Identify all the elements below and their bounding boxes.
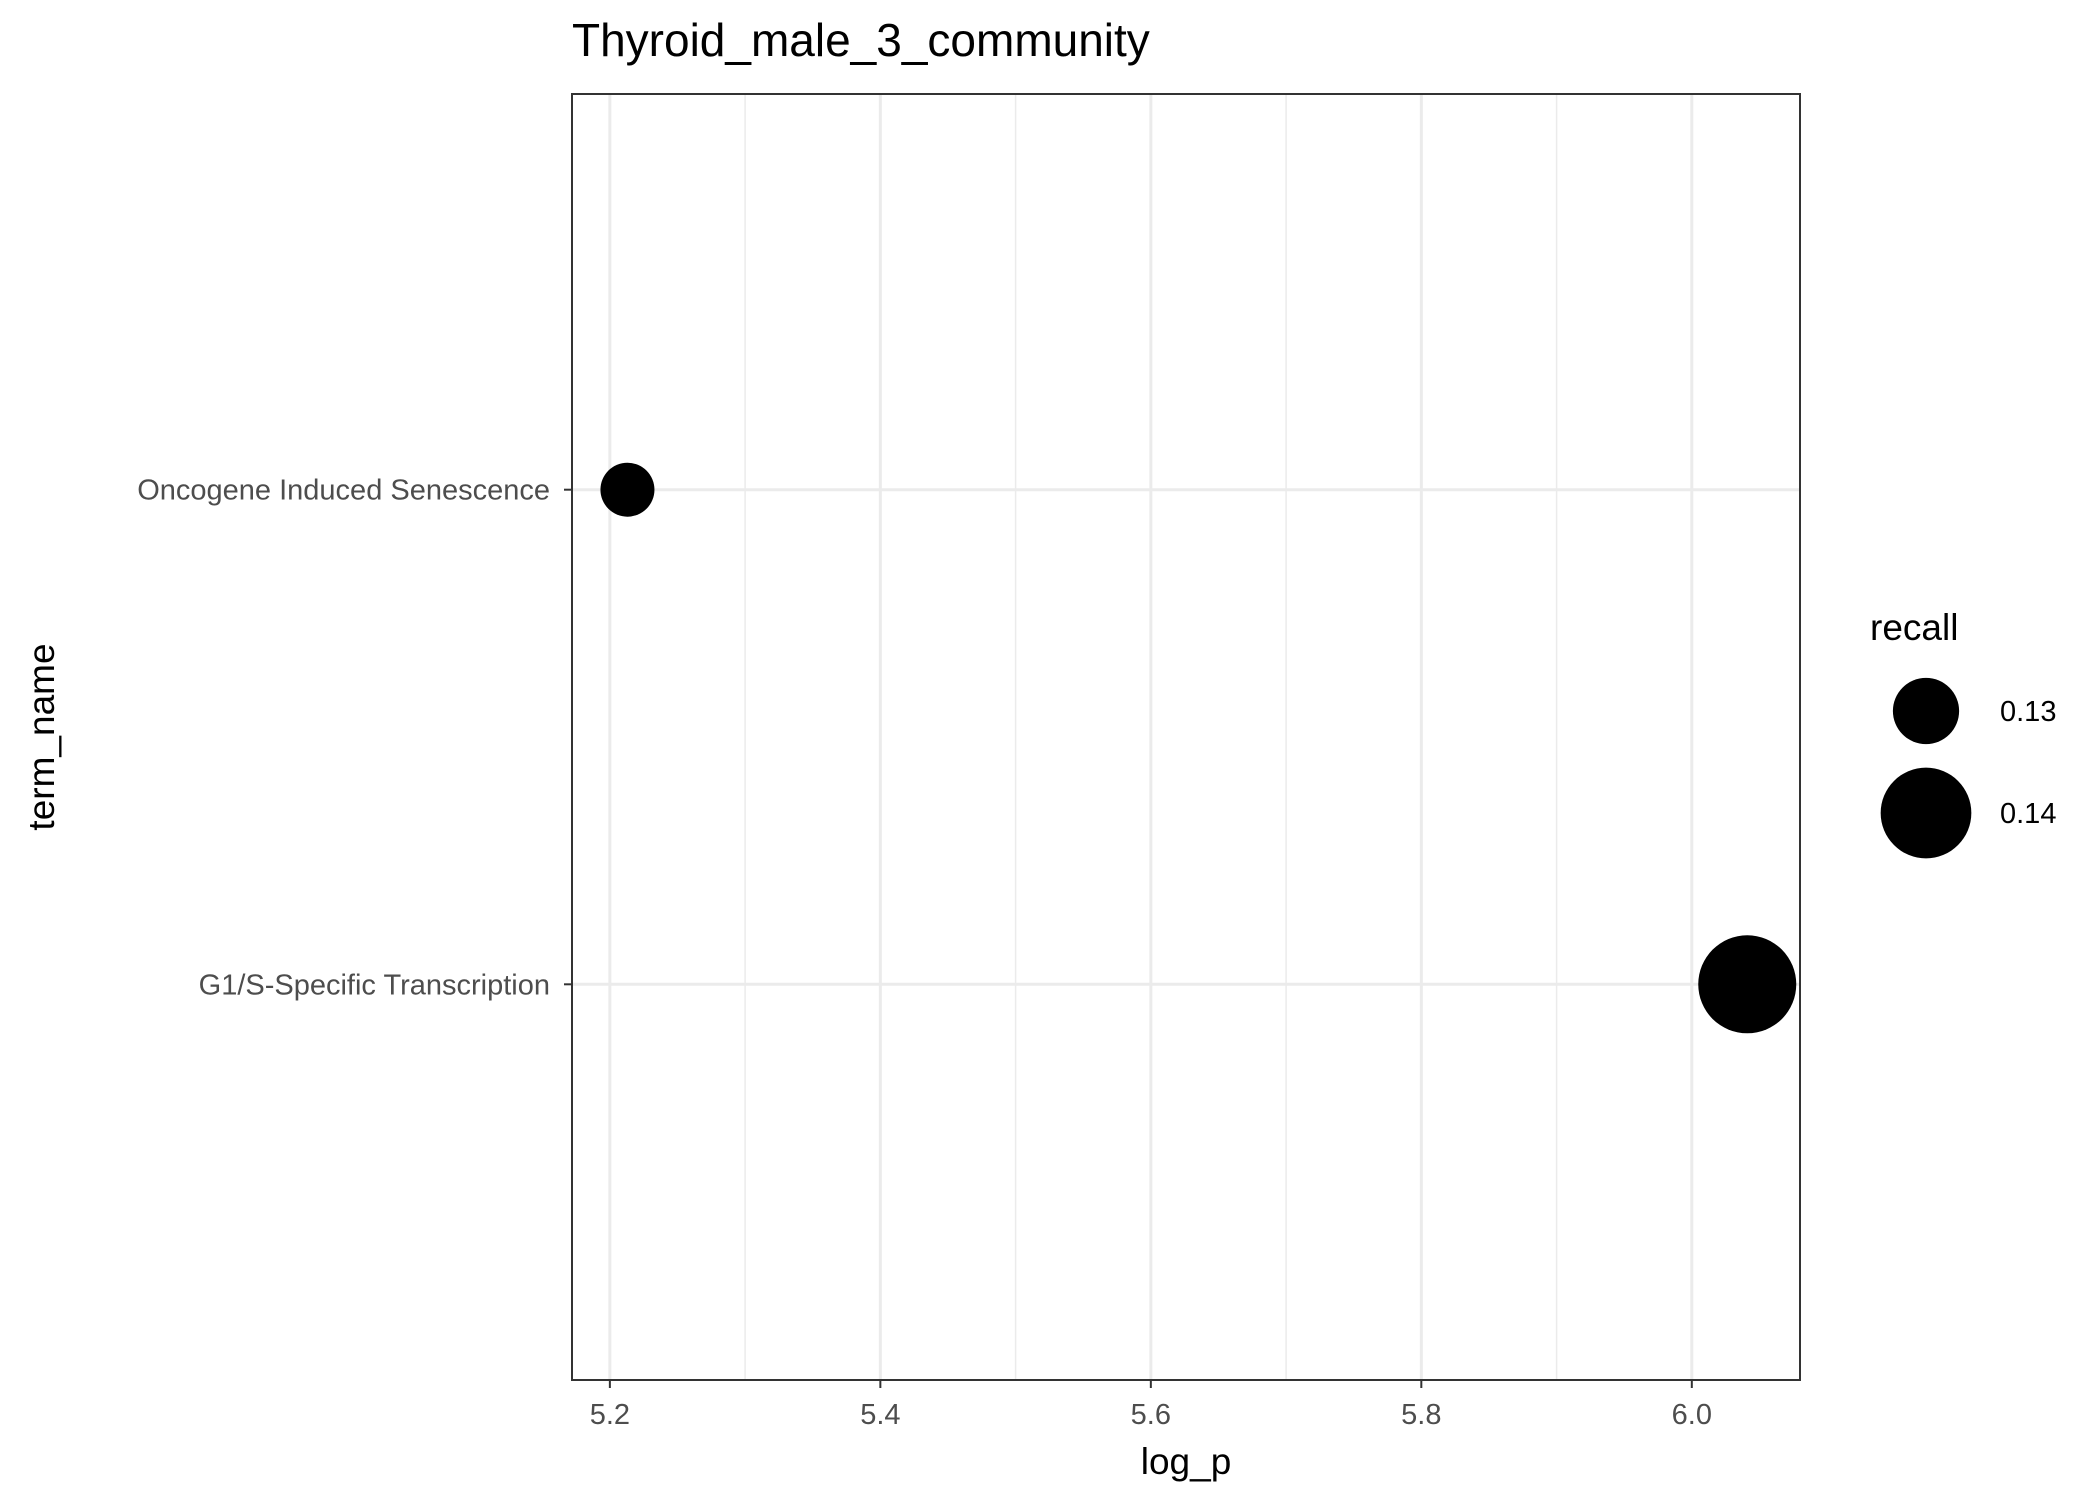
y-axis-label: term_name [21,643,62,830]
panel-border [571,93,1801,1381]
legend-label: 0.13 [2000,696,2056,728]
data-point [600,462,655,517]
data-point [1698,935,1797,1034]
x-tick-label: 5.6 [1131,1399,1171,1431]
y-axis-ticks: G1/S-Specific Transcription Oncogene Indu… [137,475,572,1001]
y-tick-label: G1/S-Specific Transcription [199,969,550,1001]
legend-label: 0.14 [2000,798,2056,830]
chart-title: Thyroid_male_3_community [572,14,1150,66]
grid-lines [572,94,1800,1380]
legend: recall 0.13 0.14 [1870,607,2056,859]
x-tick-label: 5.8 [1401,1399,1441,1431]
x-tick-label: 6.0 [1672,1399,1712,1431]
x-axis-ticks: 5.2 5.4 5.6 5.8 6.0 [590,1380,1712,1431]
legend-title: recall [1870,607,1958,648]
x-tick-label: 5.4 [860,1399,900,1431]
x-tick-label: 5.2 [590,1399,630,1431]
data-points [600,462,1797,1034]
legend-key [1880,767,1972,859]
x-axis-label: log_p [1141,1441,1232,1482]
legend-entries: 0.13 0.14 [1880,677,2056,859]
y-tick-label: Oncogene Induced Senescence [137,475,550,507]
legend-key [1892,677,1960,745]
